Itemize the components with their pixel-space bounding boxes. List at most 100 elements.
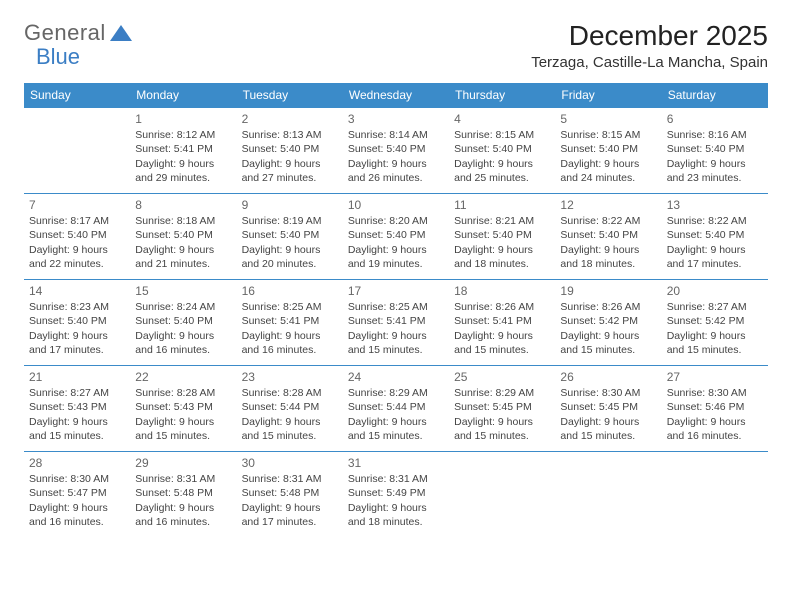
calendar-cell: 17Sunrise: 8:25 AMSunset: 5:41 PMDayligh… xyxy=(343,280,449,366)
calendar-cell: 29Sunrise: 8:31 AMSunset: 5:48 PMDayligh… xyxy=(130,452,236,538)
weekday-header: Friday xyxy=(555,83,661,108)
day-number: 20 xyxy=(667,283,763,299)
day-info: Sunrise: 8:20 AMSunset: 5:40 PMDaylight:… xyxy=(348,214,444,271)
day-number: 3 xyxy=(348,111,444,127)
day-number: 2 xyxy=(242,111,338,127)
day-info: Sunrise: 8:31 AMSunset: 5:49 PMDaylight:… xyxy=(348,472,444,529)
day-number: 9 xyxy=(242,197,338,213)
logo: General xyxy=(24,20,132,46)
calendar-cell: 28Sunrise: 8:30 AMSunset: 5:47 PMDayligh… xyxy=(24,452,130,538)
calendar-cell: 14Sunrise: 8:23 AMSunset: 5:40 PMDayligh… xyxy=(24,280,130,366)
day-number: 1 xyxy=(135,111,231,127)
day-info: Sunrise: 8:15 AMSunset: 5:40 PMDaylight:… xyxy=(454,128,550,185)
day-info: Sunrise: 8:27 AMSunset: 5:43 PMDaylight:… xyxy=(29,386,125,443)
calendar-cell: 7Sunrise: 8:17 AMSunset: 5:40 PMDaylight… xyxy=(24,194,130,280)
calendar-cell: 19Sunrise: 8:26 AMSunset: 5:42 PMDayligh… xyxy=(555,280,661,366)
location-text: Terzaga, Castille-La Mancha, Spain xyxy=(531,54,768,71)
weekday-header: Thursday xyxy=(449,83,555,108)
calendar-cell: 3Sunrise: 8:14 AMSunset: 5:40 PMDaylight… xyxy=(343,108,449,194)
day-info: Sunrise: 8:26 AMSunset: 5:42 PMDaylight:… xyxy=(560,300,656,357)
calendar-cell: 25Sunrise: 8:29 AMSunset: 5:45 PMDayligh… xyxy=(449,366,555,452)
day-number: 14 xyxy=(29,283,125,299)
weekday-header: Tuesday xyxy=(237,83,343,108)
day-info: Sunrise: 8:16 AMSunset: 5:40 PMDaylight:… xyxy=(667,128,763,185)
day-number: 13 xyxy=(667,197,763,213)
day-number: 22 xyxy=(135,369,231,385)
calendar-cell: 5Sunrise: 8:15 AMSunset: 5:40 PMDaylight… xyxy=(555,108,661,194)
weekday-header: Wednesday xyxy=(343,83,449,108)
calendar-cell: 13Sunrise: 8:22 AMSunset: 5:40 PMDayligh… xyxy=(662,194,768,280)
day-info: Sunrise: 8:21 AMSunset: 5:40 PMDaylight:… xyxy=(454,214,550,271)
month-title: December 2025 xyxy=(531,20,768,52)
calendar-cell xyxy=(24,108,130,194)
calendar-cell xyxy=(555,452,661,538)
calendar-cell: 18Sunrise: 8:26 AMSunset: 5:41 PMDayligh… xyxy=(449,280,555,366)
day-number: 28 xyxy=(29,455,125,471)
day-number: 26 xyxy=(560,369,656,385)
calendar-cell: 8Sunrise: 8:18 AMSunset: 5:40 PMDaylight… xyxy=(130,194,236,280)
day-info: Sunrise: 8:30 AMSunset: 5:47 PMDaylight:… xyxy=(29,472,125,529)
day-info: Sunrise: 8:29 AMSunset: 5:44 PMDaylight:… xyxy=(348,386,444,443)
day-number: 7 xyxy=(29,197,125,213)
day-info: Sunrise: 8:15 AMSunset: 5:40 PMDaylight:… xyxy=(560,128,656,185)
day-number: 5 xyxy=(560,111,656,127)
day-number: 24 xyxy=(348,369,444,385)
day-number: 10 xyxy=(348,197,444,213)
calendar-cell: 11Sunrise: 8:21 AMSunset: 5:40 PMDayligh… xyxy=(449,194,555,280)
day-number: 27 xyxy=(667,369,763,385)
calendar-cell: 26Sunrise: 8:30 AMSunset: 5:45 PMDayligh… xyxy=(555,366,661,452)
day-number: 15 xyxy=(135,283,231,299)
day-info: Sunrise: 8:23 AMSunset: 5:40 PMDaylight:… xyxy=(29,300,125,357)
day-info: Sunrise: 8:19 AMSunset: 5:40 PMDaylight:… xyxy=(242,214,338,271)
day-info: Sunrise: 8:31 AMSunset: 5:48 PMDaylight:… xyxy=(135,472,231,529)
day-number: 11 xyxy=(454,197,550,213)
day-info: Sunrise: 8:29 AMSunset: 5:45 PMDaylight:… xyxy=(454,386,550,443)
day-info: Sunrise: 8:28 AMSunset: 5:44 PMDaylight:… xyxy=(242,386,338,443)
day-info: Sunrise: 8:28 AMSunset: 5:43 PMDaylight:… xyxy=(135,386,231,443)
day-number: 16 xyxy=(242,283,338,299)
calendar-cell: 27Sunrise: 8:30 AMSunset: 5:46 PMDayligh… xyxy=(662,366,768,452)
calendar-cell: 6Sunrise: 8:16 AMSunset: 5:40 PMDaylight… xyxy=(662,108,768,194)
weekday-header: Sunday xyxy=(24,83,130,108)
day-number: 23 xyxy=(242,369,338,385)
calendar-cell: 31Sunrise: 8:31 AMSunset: 5:49 PMDayligh… xyxy=(343,452,449,538)
calendar-cell: 9Sunrise: 8:19 AMSunset: 5:40 PMDaylight… xyxy=(237,194,343,280)
calendar-cell: 30Sunrise: 8:31 AMSunset: 5:48 PMDayligh… xyxy=(237,452,343,538)
day-info: Sunrise: 8:31 AMSunset: 5:48 PMDaylight:… xyxy=(242,472,338,529)
logo-text-2: Blue xyxy=(36,44,80,70)
day-number: 17 xyxy=(348,283,444,299)
day-number: 29 xyxy=(135,455,231,471)
day-info: Sunrise: 8:18 AMSunset: 5:40 PMDaylight:… xyxy=(135,214,231,271)
calendar-cell: 2Sunrise: 8:13 AMSunset: 5:40 PMDaylight… xyxy=(237,108,343,194)
day-number: 12 xyxy=(560,197,656,213)
day-info: Sunrise: 8:24 AMSunset: 5:40 PMDaylight:… xyxy=(135,300,231,357)
day-number: 18 xyxy=(454,283,550,299)
day-info: Sunrise: 8:13 AMSunset: 5:40 PMDaylight:… xyxy=(242,128,338,185)
day-info: Sunrise: 8:27 AMSunset: 5:42 PMDaylight:… xyxy=(667,300,763,357)
day-number: 6 xyxy=(667,111,763,127)
calendar-table: SundayMondayTuesdayWednesdayThursdayFrid… xyxy=(24,83,768,538)
day-number: 8 xyxy=(135,197,231,213)
calendar-cell: 24Sunrise: 8:29 AMSunset: 5:44 PMDayligh… xyxy=(343,366,449,452)
calendar-cell: 23Sunrise: 8:28 AMSunset: 5:44 PMDayligh… xyxy=(237,366,343,452)
calendar-cell: 10Sunrise: 8:20 AMSunset: 5:40 PMDayligh… xyxy=(343,194,449,280)
calendar-cell xyxy=(662,452,768,538)
calendar-cell: 22Sunrise: 8:28 AMSunset: 5:43 PMDayligh… xyxy=(130,366,236,452)
day-info: Sunrise: 8:26 AMSunset: 5:41 PMDaylight:… xyxy=(454,300,550,357)
day-number: 19 xyxy=(560,283,656,299)
calendar-cell xyxy=(449,452,555,538)
calendar-cell: 4Sunrise: 8:15 AMSunset: 5:40 PMDaylight… xyxy=(449,108,555,194)
day-info: Sunrise: 8:25 AMSunset: 5:41 PMDaylight:… xyxy=(242,300,338,357)
day-number: 4 xyxy=(454,111,550,127)
logo-text-1: General xyxy=(24,20,106,46)
day-info: Sunrise: 8:17 AMSunset: 5:40 PMDaylight:… xyxy=(29,214,125,271)
calendar-cell: 1Sunrise: 8:12 AMSunset: 5:41 PMDaylight… xyxy=(130,108,236,194)
day-info: Sunrise: 8:14 AMSunset: 5:40 PMDaylight:… xyxy=(348,128,444,185)
calendar-cell: 12Sunrise: 8:22 AMSunset: 5:40 PMDayligh… xyxy=(555,194,661,280)
logo-triangle-icon xyxy=(110,25,132,41)
day-info: Sunrise: 8:22 AMSunset: 5:40 PMDaylight:… xyxy=(560,214,656,271)
day-info: Sunrise: 8:12 AMSunset: 5:41 PMDaylight:… xyxy=(135,128,231,185)
weekday-header: Monday xyxy=(130,83,236,108)
calendar-cell: 16Sunrise: 8:25 AMSunset: 5:41 PMDayligh… xyxy=(237,280,343,366)
day-info: Sunrise: 8:30 AMSunset: 5:45 PMDaylight:… xyxy=(560,386,656,443)
